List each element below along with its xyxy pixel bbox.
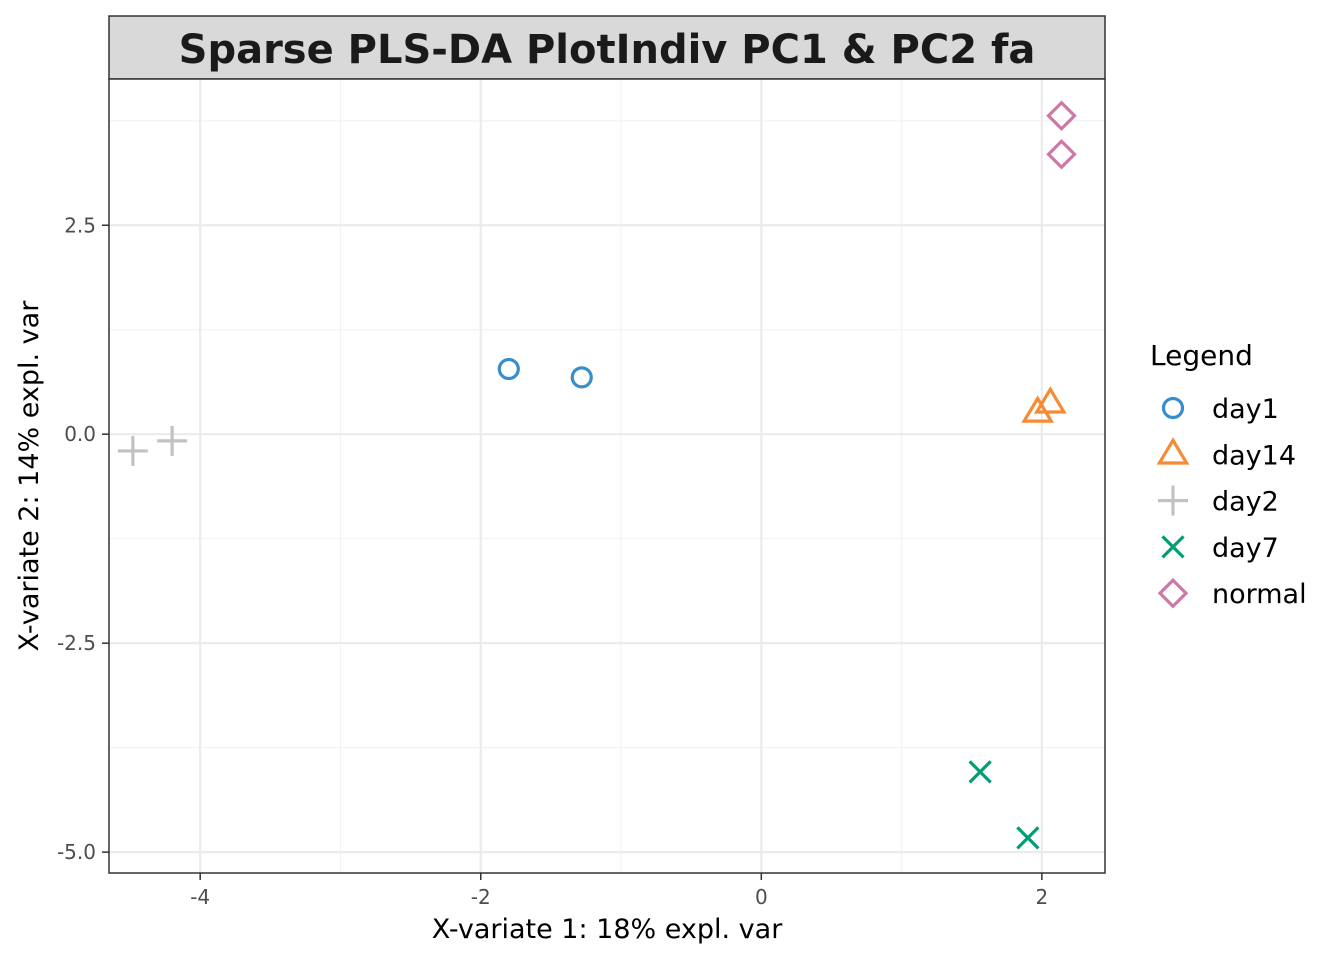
- y-axis: -5.0 -2.5 0.0 2.5: [57, 213, 109, 864]
- legend-title: Legend: [1150, 339, 1253, 372]
- point-day14: [1021, 395, 1055, 423]
- point-day1: [570, 366, 593, 389]
- x-axis-title: X-variate 1: 18% expl. var: [432, 914, 784, 945]
- x-axis: -4 -2 0 2: [190, 873, 1048, 909]
- legend-items: day1 day14 day2 day7 normal: [1156, 394, 1307, 610]
- y-tick-label: -2.5: [57, 631, 96, 655]
- point-day2: [157, 425, 188, 456]
- chart-title: Sparse PLS-DA PlotIndiv PC1 & PC2 fa: [179, 27, 1036, 73]
- y-axis-title: X-variate 2: 14% expl. var: [14, 300, 45, 652]
- x-tick-label: 0: [755, 885, 768, 909]
- legend-item-day14: day14: [1156, 437, 1296, 471]
- x-tick-label: 2: [1036, 885, 1049, 909]
- point-day2: [117, 435, 148, 466]
- y-tick-label: 0.0: [64, 422, 96, 446]
- legend-key-day7: [1161, 535, 1185, 559]
- legend-item-day1: day1: [1161, 394, 1279, 425]
- x-tick-label: -4: [190, 885, 210, 909]
- point-day7: [968, 760, 992, 784]
- legend-label: day1: [1212, 394, 1279, 425]
- legend-key-day1: [1161, 396, 1185, 420]
- point-normal: [1046, 100, 1077, 132]
- legend-label: day7: [1212, 533, 1279, 564]
- major-gridlines: [109, 79, 1105, 873]
- point-day7: [1016, 826, 1040, 850]
- legend-key-normal: [1157, 577, 1189, 609]
- legend-key-day2: [1158, 485, 1188, 516]
- y-tick-label: -5.0: [57, 840, 96, 864]
- legend-item-day7: day7: [1161, 533, 1279, 564]
- point-normal: [1046, 138, 1077, 170]
- legend-label: day14: [1212, 440, 1296, 471]
- legend-label: day2: [1212, 487, 1279, 518]
- plot-panel: [109, 79, 1105, 873]
- minor-gridlines: [109, 79, 1105, 873]
- y-tick-label: 2.5: [64, 213, 96, 237]
- legend-item-normal: normal: [1157, 577, 1307, 610]
- legend: Legend day1 day14 day2 day7 normal: [1150, 339, 1307, 610]
- title-strip: [108, 15, 1106, 80]
- panel-border: [108, 78, 1106, 874]
- legend-key-day14: [1156, 437, 1190, 465]
- data-points: [117, 100, 1077, 850]
- legend-item-day2: day2: [1158, 485, 1279, 518]
- point-day1: [497, 357, 520, 381]
- legend-label: normal: [1212, 579, 1307, 610]
- x-tick-label: -2: [471, 885, 491, 909]
- point-day14: [1033, 386, 1067, 414]
